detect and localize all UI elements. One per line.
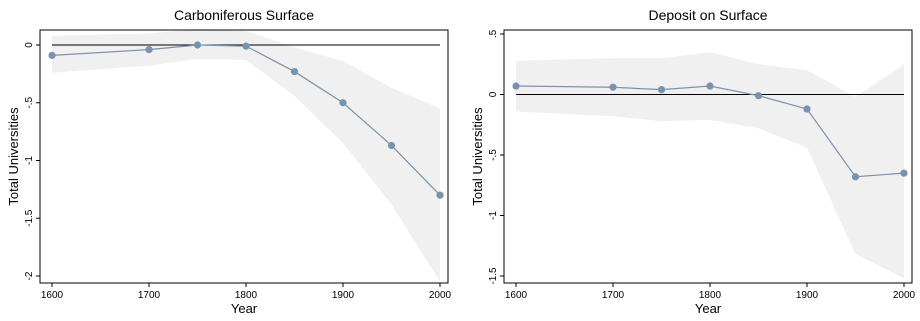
y-axis-label: Total Universities [470, 107, 485, 206]
series-line [515, 85, 905, 178]
data-point [512, 82, 520, 90]
data-point [242, 42, 250, 50]
x-tick-label: 2000 [429, 290, 452, 301]
data-point [436, 191, 444, 199]
x-tick-label: 1700 [138, 290, 161, 301]
data-point [754, 92, 763, 100]
x-tick-label: 1700 [602, 290, 625, 301]
x-tick-label: 1800 [235, 290, 258, 301]
data-point [657, 86, 666, 94]
data-point [339, 99, 347, 107]
y-tick-label: -2 [24, 271, 35, 280]
data-point [851, 173, 860, 181]
data-point [290, 67, 299, 76]
chart-title: Deposit on Surface [648, 7, 767, 23]
data-point [193, 41, 202, 49]
confidence-band [52, 28, 440, 282]
series-line [51, 44, 441, 196]
x-tick-label: 1900 [332, 290, 355, 301]
y-tick-label: -.5 [488, 149, 499, 161]
x-tick-label: 1600 [505, 290, 528, 301]
y-tick-label: -1 [488, 211, 499, 220]
y-tick-label: -1 [24, 156, 35, 165]
y-tick-label: 0 [24, 42, 35, 48]
plot-frame [503, 29, 913, 284]
y-axis-label: Total Universities [6, 107, 21, 206]
chart-panel-2: 1600 1700 1800 1900 2000 .5 0 -.5 -1 -1.5 Deposit … [470, 7, 916, 316]
data-point [900, 169, 908, 177]
data-point [803, 105, 811, 113]
y-tick-label: 0 [488, 91, 499, 97]
x-axis-label: Year [695, 301, 722, 316]
chart-title: Carboniferous Surface [174, 7, 314, 23]
chart-panel-1: 1600 1700 1800 1900 2000 0 -.5 -1 -1.5 -2 Carbonif… [6, 7, 452, 316]
data-point [145, 46, 153, 54]
x-tick-label: 1800 [699, 290, 722, 301]
data-point [609, 83, 617, 91]
plot-frame [39, 29, 449, 284]
x-tick-label: 1900 [796, 290, 819, 301]
data-point [387, 141, 396, 150]
data-point [48, 51, 56, 59]
y-tick-label: -.5 [24, 96, 35, 108]
x-tick-label: 1600 [41, 290, 64, 301]
x-tick-label: 2000 [893, 290, 916, 301]
y-tick-label: -1.5 [488, 267, 499, 285]
data-point [706, 82, 714, 90]
y-tick-label: -1.5 [24, 209, 35, 227]
x-axis-label: Year [231, 301, 258, 316]
y-tick-label: .5 [488, 29, 499, 38]
